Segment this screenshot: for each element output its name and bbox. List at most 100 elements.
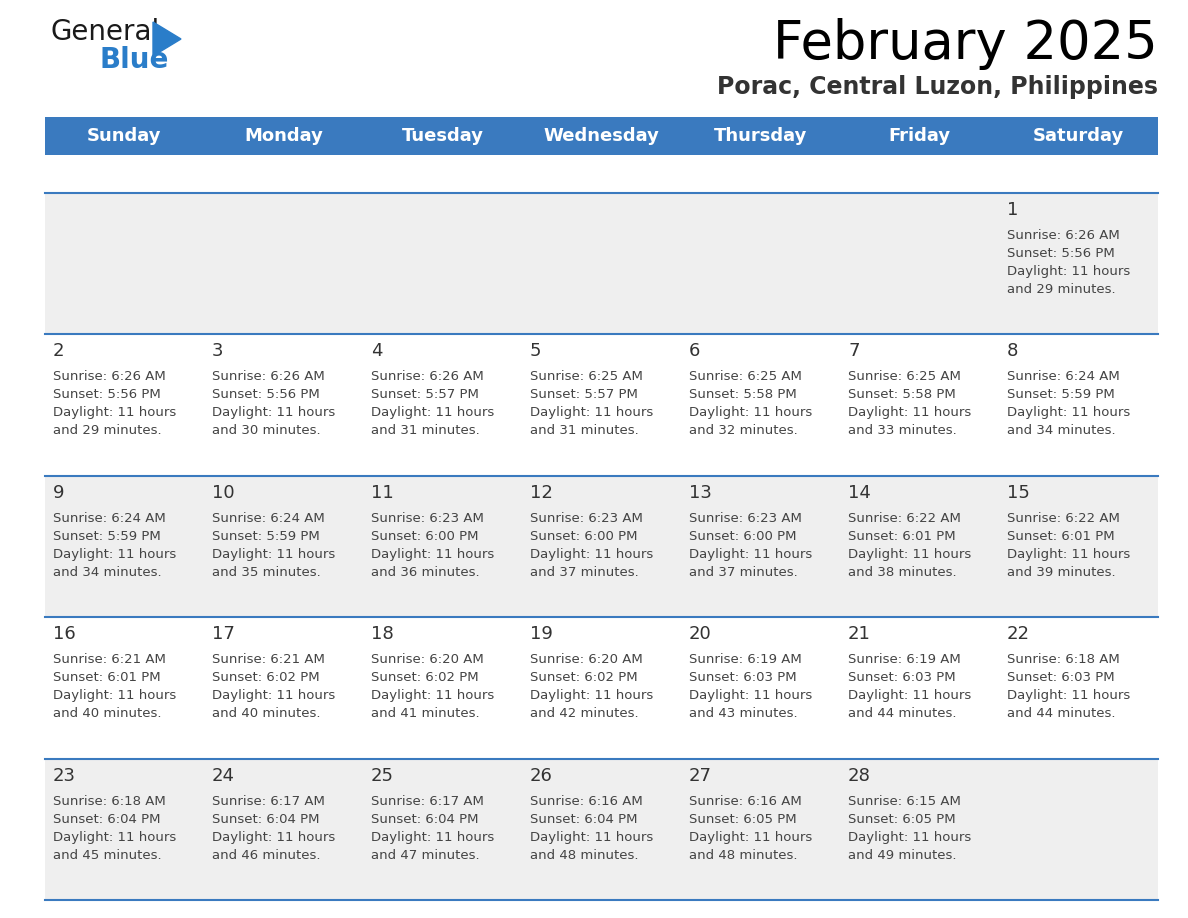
Text: Sunset: 5:59 PM: Sunset: 5:59 PM (53, 530, 160, 543)
Text: and 29 minutes.: and 29 minutes. (53, 424, 162, 437)
Bar (45, 193, 1158, 334)
Text: 24: 24 (211, 767, 235, 785)
Text: Daylight: 11 hours: Daylight: 11 hours (53, 407, 176, 420)
Text: and 29 minutes.: and 29 minutes. (1007, 283, 1116, 296)
Text: Sunset: 6:00 PM: Sunset: 6:00 PM (371, 530, 479, 543)
Text: Daylight: 11 hours: Daylight: 11 hours (689, 831, 813, 844)
Text: 23: 23 (53, 767, 76, 785)
Text: and 34 minutes.: and 34 minutes. (1007, 424, 1116, 437)
Text: Sunset: 6:01 PM: Sunset: 6:01 PM (1007, 530, 1114, 543)
Text: Porac, Central Luzon, Philippines: Porac, Central Luzon, Philippines (718, 75, 1158, 99)
Text: Sunset: 6:01 PM: Sunset: 6:01 PM (53, 671, 160, 684)
Text: Daylight: 11 hours: Daylight: 11 hours (1007, 407, 1130, 420)
Text: and 46 minutes.: and 46 minutes. (211, 848, 321, 862)
Text: General: General (50, 18, 159, 46)
Text: Daylight: 11 hours: Daylight: 11 hours (848, 407, 972, 420)
Text: 26: 26 (530, 767, 552, 785)
Bar (45, 476, 1158, 617)
Text: Daylight: 11 hours: Daylight: 11 hours (211, 831, 335, 844)
Text: and 37 minutes.: and 37 minutes. (689, 565, 798, 579)
Text: Sunset: 6:02 PM: Sunset: 6:02 PM (211, 671, 320, 684)
Text: 20: 20 (689, 625, 712, 644)
Text: 6: 6 (689, 342, 701, 361)
Text: Sunset: 5:56 PM: Sunset: 5:56 PM (1007, 247, 1114, 260)
Text: and 37 minutes.: and 37 minutes. (530, 565, 639, 579)
Text: Monday: Monday (244, 127, 323, 145)
Text: Daylight: 11 hours: Daylight: 11 hours (53, 689, 176, 702)
Text: Sunrise: 6:17 AM: Sunrise: 6:17 AM (211, 795, 324, 808)
Text: and 33 minutes.: and 33 minutes. (848, 424, 956, 437)
Text: Sunset: 5:59 PM: Sunset: 5:59 PM (211, 530, 320, 543)
Text: 5: 5 (530, 342, 542, 361)
Text: Sunset: 6:04 PM: Sunset: 6:04 PM (53, 812, 160, 825)
Text: 16: 16 (53, 625, 76, 644)
Text: Sunrise: 6:26 AM: Sunrise: 6:26 AM (1007, 229, 1120, 242)
Text: Blue: Blue (100, 46, 170, 74)
Text: Sunset: 6:03 PM: Sunset: 6:03 PM (848, 671, 955, 684)
Text: Sunrise: 6:26 AM: Sunrise: 6:26 AM (371, 370, 484, 384)
Text: 13: 13 (689, 484, 712, 502)
Text: Sunrise: 6:22 AM: Sunrise: 6:22 AM (848, 512, 961, 525)
Text: Sunset: 6:04 PM: Sunset: 6:04 PM (530, 812, 638, 825)
Bar (45, 334, 1158, 476)
Text: 27: 27 (689, 767, 712, 785)
Text: Sunrise: 6:24 AM: Sunrise: 6:24 AM (1007, 370, 1120, 384)
Text: 7: 7 (848, 342, 859, 361)
Text: and 48 minutes.: and 48 minutes. (530, 848, 638, 862)
Bar (45, 117, 1158, 155)
Text: Sunday: Sunday (87, 127, 162, 145)
Text: and 31 minutes.: and 31 minutes. (371, 424, 480, 437)
Text: Daylight: 11 hours: Daylight: 11 hours (530, 407, 653, 420)
Text: Sunrise: 6:16 AM: Sunrise: 6:16 AM (689, 795, 802, 808)
Text: Saturday: Saturday (1032, 127, 1124, 145)
Text: Daylight: 11 hours: Daylight: 11 hours (1007, 689, 1130, 702)
Text: and 40 minutes.: and 40 minutes. (211, 707, 321, 721)
Text: Daylight: 11 hours: Daylight: 11 hours (211, 548, 335, 561)
Text: Sunset: 5:57 PM: Sunset: 5:57 PM (530, 388, 638, 401)
Text: February 2025: February 2025 (773, 18, 1158, 70)
Text: Wednesday: Wednesday (544, 127, 659, 145)
Text: Sunrise: 6:17 AM: Sunrise: 6:17 AM (371, 795, 484, 808)
Text: Sunset: 6:04 PM: Sunset: 6:04 PM (211, 812, 320, 825)
Text: 17: 17 (211, 625, 235, 644)
Text: Sunset: 6:03 PM: Sunset: 6:03 PM (1007, 671, 1114, 684)
Text: Sunset: 6:03 PM: Sunset: 6:03 PM (689, 671, 797, 684)
Text: Daylight: 11 hours: Daylight: 11 hours (848, 831, 972, 844)
Text: and 44 minutes.: and 44 minutes. (1007, 707, 1116, 721)
Text: Sunrise: 6:25 AM: Sunrise: 6:25 AM (530, 370, 643, 384)
Text: Sunset: 5:58 PM: Sunset: 5:58 PM (689, 388, 797, 401)
Text: 25: 25 (371, 767, 394, 785)
Text: 18: 18 (371, 625, 393, 644)
Text: Daylight: 11 hours: Daylight: 11 hours (371, 831, 494, 844)
Bar (45, 617, 1158, 758)
Text: and 39 minutes.: and 39 minutes. (1007, 565, 1116, 579)
Text: 3: 3 (211, 342, 223, 361)
Text: 1: 1 (1007, 201, 1018, 219)
Text: Sunset: 6:00 PM: Sunset: 6:00 PM (530, 530, 638, 543)
Text: Sunrise: 6:19 AM: Sunrise: 6:19 AM (848, 654, 961, 666)
Text: Sunset: 5:59 PM: Sunset: 5:59 PM (1007, 388, 1114, 401)
Polygon shape (153, 22, 181, 56)
Text: Daylight: 11 hours: Daylight: 11 hours (53, 548, 176, 561)
Text: 12: 12 (530, 484, 552, 502)
Text: 4: 4 (371, 342, 383, 361)
Text: and 32 minutes.: and 32 minutes. (689, 424, 798, 437)
Text: and 49 minutes.: and 49 minutes. (848, 848, 956, 862)
Text: Sunrise: 6:18 AM: Sunrise: 6:18 AM (53, 795, 166, 808)
Text: Sunrise: 6:19 AM: Sunrise: 6:19 AM (689, 654, 802, 666)
Text: Daylight: 11 hours: Daylight: 11 hours (689, 407, 813, 420)
Text: Daylight: 11 hours: Daylight: 11 hours (1007, 548, 1130, 561)
Text: 22: 22 (1007, 625, 1030, 644)
Text: Tuesday: Tuesday (402, 127, 484, 145)
Text: Daylight: 11 hours: Daylight: 11 hours (530, 689, 653, 702)
Text: and 42 minutes.: and 42 minutes. (530, 707, 639, 721)
Text: 21: 21 (848, 625, 871, 644)
Text: Sunrise: 6:26 AM: Sunrise: 6:26 AM (211, 370, 324, 384)
Text: Sunrise: 6:26 AM: Sunrise: 6:26 AM (53, 370, 166, 384)
Text: Sunrise: 6:23 AM: Sunrise: 6:23 AM (689, 512, 802, 525)
Text: Daylight: 11 hours: Daylight: 11 hours (689, 548, 813, 561)
Text: Daylight: 11 hours: Daylight: 11 hours (211, 407, 335, 420)
Text: Daylight: 11 hours: Daylight: 11 hours (371, 548, 494, 561)
Text: Daylight: 11 hours: Daylight: 11 hours (371, 407, 494, 420)
Text: and 35 minutes.: and 35 minutes. (211, 565, 321, 579)
